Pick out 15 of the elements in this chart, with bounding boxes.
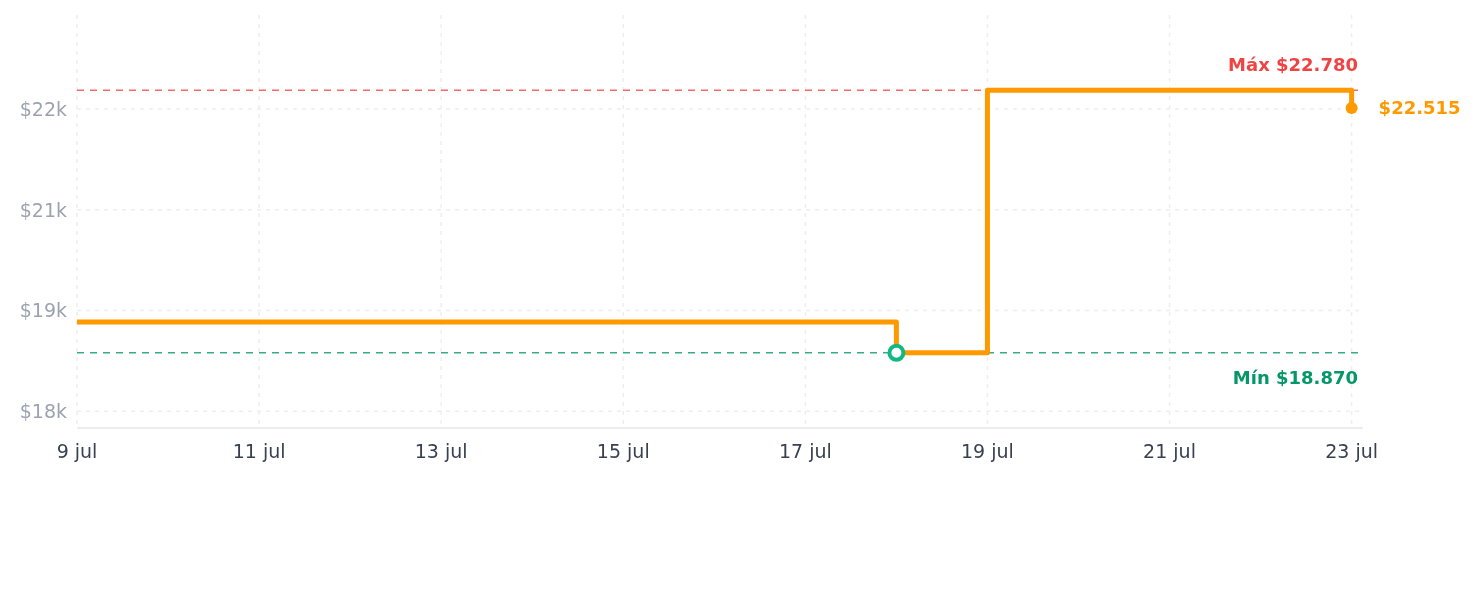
y-tick-label: $21k	[19, 198, 67, 221]
y-tick-label: $19k	[19, 299, 67, 322]
data-label: $22.515	[1378, 97, 1461, 119]
ref-line-label: Mín $18.870	[1232, 366, 1358, 388]
x-tick-label: 23 jul	[1325, 440, 1379, 462]
y-tick-label: $22k	[19, 98, 67, 121]
x-tick-label: 9 jul	[56, 440, 98, 462]
x-tick-label: 21 jul	[1143, 440, 1196, 462]
x-tick-label: 17 jul	[778, 440, 832, 462]
x-tick-label: 11 jul	[232, 440, 286, 462]
x-tick-label: 19 jul	[961, 440, 1014, 462]
ref-line-label: Máx $22.780	[1228, 54, 1358, 76]
y-tick-label: $18k	[19, 400, 67, 423]
x-tick-label: 15 jul	[596, 440, 650, 462]
x-tick-label: 13 jul	[414, 440, 468, 462]
